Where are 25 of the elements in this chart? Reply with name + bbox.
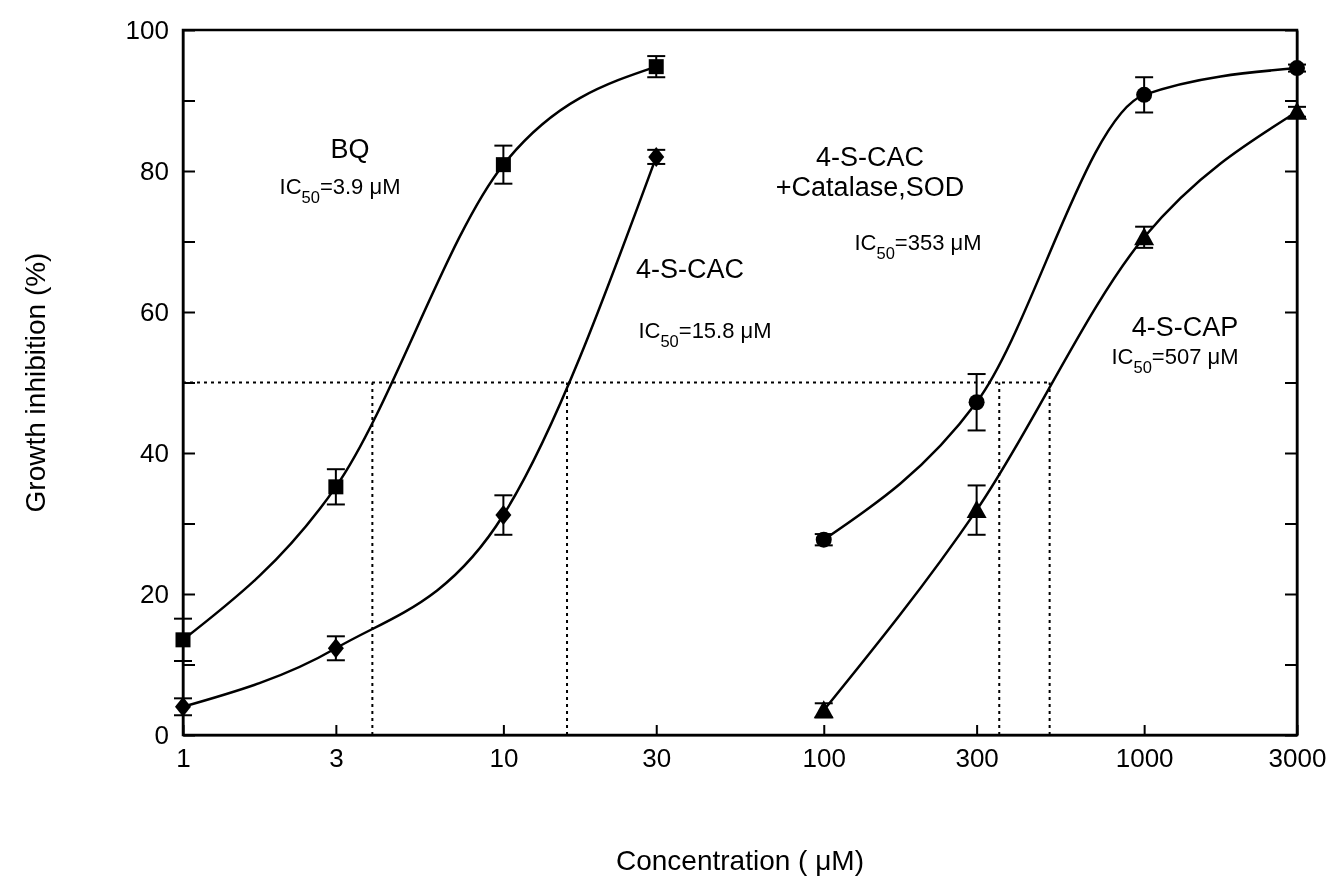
annotation: 4-S-CAC: [815, 142, 925, 172]
x-tick-label: 1: [176, 743, 191, 774]
x-tick-label: 3: [329, 743, 344, 774]
y-tick-label: 80: [140, 155, 169, 186]
x-tick-label: 1000: [1115, 743, 1174, 774]
annotation: BQ: [330, 134, 370, 164]
annotation: +Catalase,SOD: [775, 172, 965, 202]
annotation: 4-S-CAC: [635, 254, 745, 284]
x-tick-label: 3000: [1268, 743, 1327, 774]
annotation: IC$_{50}$=3.9 μM: [279, 174, 401, 206]
annotation: IC$_{50}$=15.8 μM: [638, 318, 772, 350]
x-tick-label: 30: [642, 743, 672, 774]
x-tick-label: 10: [489, 743, 519, 774]
x-tick-label: 100: [802, 743, 846, 774]
x-tick-label: 300: [955, 743, 999, 774]
annotation: 4-S-CAP: [1131, 312, 1239, 342]
y-tick-label: 0: [154, 719, 169, 750]
annotation: IC$_{50}$=353 μM: [854, 230, 982, 262]
x-axis-title: Concentration ( μM): [616, 845, 864, 876]
y-tick-label: 100: [125, 14, 169, 45]
annotation: IC$_{50}$=507 μM: [1111, 344, 1239, 376]
y-tick-label: 60: [140, 296, 169, 327]
y-tick-label: 40: [140, 437, 169, 468]
y-tick-label: 20: [140, 578, 169, 609]
y-axis-title: Growth inhibition (%): [20, 252, 51, 513]
